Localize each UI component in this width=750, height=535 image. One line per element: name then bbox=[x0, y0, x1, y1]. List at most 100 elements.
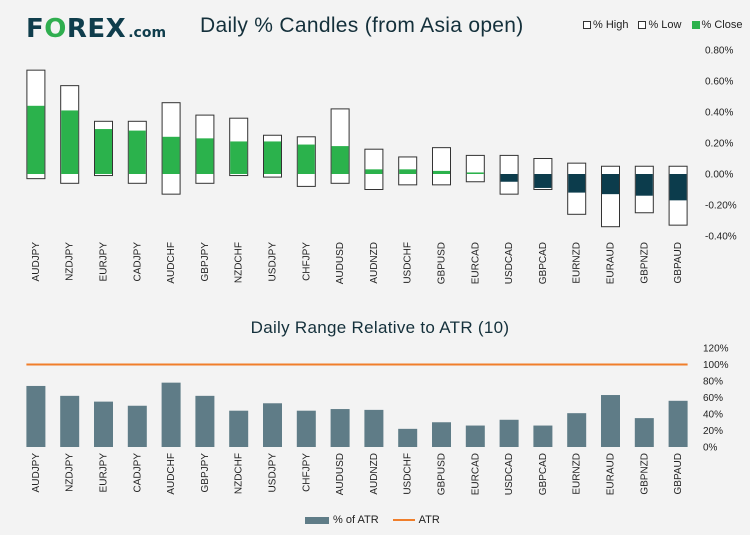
candle-x-label: AUDCHF bbox=[166, 242, 177, 284]
atr-x-label: USDCAD bbox=[504, 453, 515, 495]
candle-close-body bbox=[264, 141, 281, 174]
candle-x-label: EURNZD bbox=[572, 242, 583, 284]
atr-bar bbox=[229, 410, 249, 447]
candle-range bbox=[465, 154, 485, 183]
legend-low-swatch bbox=[638, 21, 647, 29]
atr-bar bbox=[127, 405, 147, 447]
candle-x-label: AUDUSD bbox=[335, 242, 346, 284]
candle-close-body bbox=[399, 169, 417, 174]
atr-bar bbox=[634, 418, 654, 447]
candle-x-label: USDJPY bbox=[268, 242, 279, 282]
atr-bar bbox=[330, 409, 350, 447]
atr-x-label: AUDUSD bbox=[335, 453, 346, 495]
atr-x-label: NZDJPY bbox=[65, 453, 76, 492]
atr-bar bbox=[195, 395, 215, 447]
legend-close-swatch bbox=[691, 21, 700, 29]
atr-bar bbox=[533, 425, 553, 447]
legend-atr: ATR bbox=[392, 514, 440, 526]
atr-bar bbox=[263, 403, 282, 447]
atr-x-label: NZDCHF bbox=[234, 453, 245, 494]
atr-x-label: CADJPY bbox=[132, 453, 143, 493]
candle-y-tick: -0.40% bbox=[705, 232, 737, 243]
atr-bar bbox=[364, 409, 384, 447]
candle-x-label: CHFJPY bbox=[301, 242, 312, 281]
atr-y-tick: 20% bbox=[703, 426, 723, 437]
atr-bar bbox=[161, 382, 181, 447]
candle-x-label: EURAUD bbox=[606, 242, 617, 284]
candle-x-label: CADJPY bbox=[132, 242, 143, 282]
candle-close-body bbox=[602, 174, 619, 195]
candle-y-tick: 0.60% bbox=[705, 77, 733, 88]
candle-x-label: USDCAD bbox=[504, 242, 515, 284]
atr-bar bbox=[296, 410, 316, 447]
candle-chart-title: Daily % Candles (from Asia open) bbox=[200, 14, 524, 37]
legend-low: % Low bbox=[638, 19, 682, 31]
atr-y-tick: 80% bbox=[703, 377, 723, 388]
candle-close-body bbox=[128, 130, 146, 174]
atr-chart-title: Daily Range Relative to ATR (10) bbox=[250, 318, 510, 337]
atr-bar bbox=[499, 419, 519, 447]
candle-range bbox=[364, 148, 384, 190]
candle-y-tick: 0.00% bbox=[705, 170, 733, 181]
atr-x-label: GBPAUD bbox=[673, 453, 684, 495]
candle-close-body bbox=[297, 144, 315, 174]
candle-x-label: GBPNZD bbox=[639, 242, 650, 284]
atr-bar bbox=[465, 425, 485, 447]
legend-close: % Close bbox=[691, 19, 742, 31]
candle-close-body bbox=[433, 170, 450, 174]
atr-x-label: EURAUD bbox=[606, 453, 617, 495]
candle-y-tick: 0.80% bbox=[705, 46, 733, 57]
candle-legend: % High % Low % Close bbox=[583, 19, 742, 31]
atr-bar bbox=[432, 422, 451, 447]
candle-x-label: AUDJPY bbox=[31, 242, 42, 282]
candle-x-label: GBPJPY bbox=[200, 242, 211, 282]
atr-x-label: EURNZD bbox=[572, 453, 583, 495]
atr-x-label: EURCAD bbox=[470, 453, 481, 495]
atr-y-tick: 120% bbox=[703, 344, 729, 355]
candle-close-body bbox=[230, 141, 248, 174]
candle-x-label: USDCHF bbox=[403, 242, 414, 284]
legend-atr-swatch bbox=[392, 519, 415, 521]
candle-x-label: NZDJPY bbox=[65, 242, 76, 281]
atr-x-label: GBPJPY bbox=[200, 453, 211, 493]
candle-close-body bbox=[568, 174, 586, 193]
candle-y-tick: 0.20% bbox=[705, 139, 733, 150]
atr-bar bbox=[26, 385, 46, 447]
atr-x-label: GBPUSD bbox=[437, 453, 448, 495]
logo-mark: O bbox=[44, 14, 67, 44]
candle-close-body bbox=[635, 174, 653, 196]
atr-x-label: EURJPY bbox=[99, 453, 110, 493]
atr-x-label: AUDCHF bbox=[166, 453, 177, 495]
atr-y-tick: 100% bbox=[703, 360, 729, 371]
atr-bar bbox=[94, 401, 113, 447]
atr-x-label: USDCHF bbox=[403, 453, 414, 495]
candle-close-body bbox=[534, 174, 552, 188]
atr-legend: % of ATR ATR bbox=[305, 514, 440, 526]
candle-close-body bbox=[466, 172, 484, 174]
atr-bar bbox=[668, 400, 688, 447]
atr-y-tick: 60% bbox=[703, 393, 723, 404]
candle-x-label: GBPCAD bbox=[538, 242, 549, 284]
legend-high-swatch bbox=[583, 21, 591, 29]
candle-close-body bbox=[669, 174, 687, 201]
candle-x-label: NZDCHF bbox=[234, 242, 245, 283]
candle-x-label: AUDNZD bbox=[369, 242, 380, 284]
atr-bar bbox=[60, 395, 80, 447]
candle-x-label: EURJPY bbox=[99, 242, 110, 282]
atr-bar bbox=[398, 428, 418, 447]
candle-x-label: EURCAD bbox=[470, 242, 481, 284]
atr-bar bbox=[601, 395, 620, 447]
atr-x-label: CHFJPY bbox=[301, 453, 312, 492]
atr-x-label: AUDNZD bbox=[369, 453, 380, 495]
candle-range bbox=[432, 147, 451, 186]
candle-close-body bbox=[61, 110, 79, 174]
atr-y-tick: 40% bbox=[703, 410, 723, 421]
candle-close-body bbox=[500, 174, 518, 182]
candle-close-body bbox=[162, 136, 180, 174]
legend-pct-atr-swatch bbox=[305, 516, 329, 524]
atr-x-label: USDJPY bbox=[268, 453, 279, 493]
candle-x-label: GBPAUD bbox=[673, 242, 684, 284]
legend-high: % High bbox=[583, 19, 628, 31]
atr-x-label: GBPNZD bbox=[639, 453, 650, 495]
